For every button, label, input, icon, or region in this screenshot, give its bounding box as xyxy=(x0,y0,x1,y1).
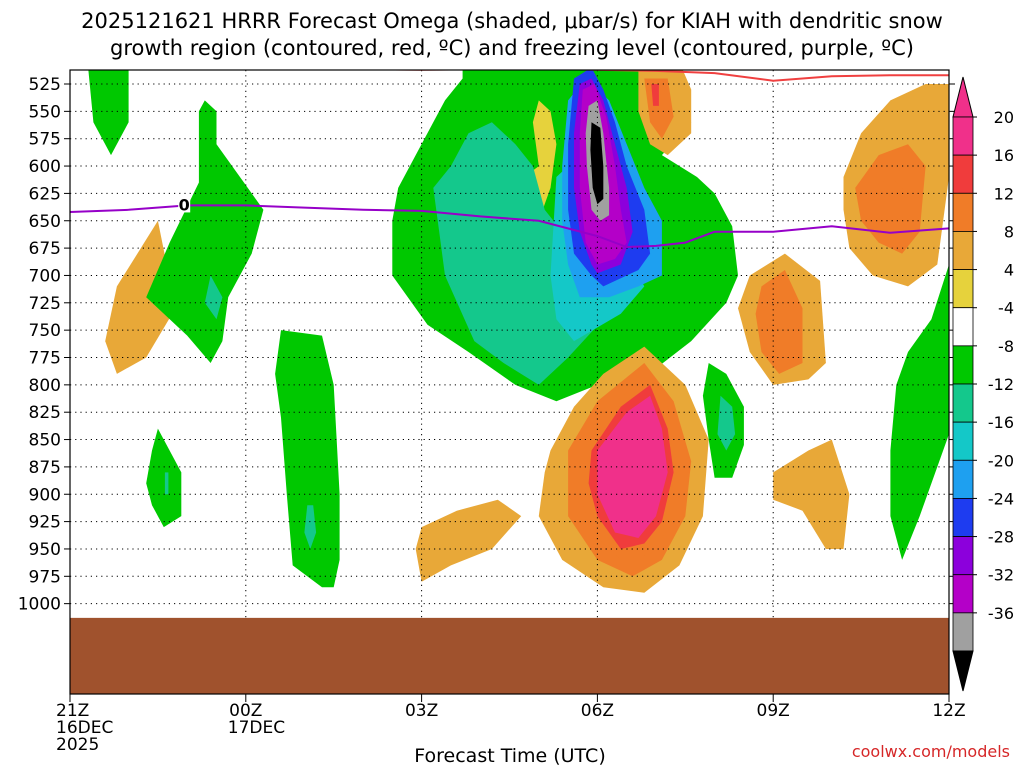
colorbar-bin-2 xyxy=(952,192,974,232)
colorbar-bin-3 xyxy=(952,231,974,270)
colorbar-label-1: 16 xyxy=(994,146,1014,165)
colorbar-bin-12 xyxy=(952,574,974,614)
y-tick-label-850: 850 xyxy=(29,431,61,451)
omega-region-darkorange-12z-mid xyxy=(767,291,794,363)
y-tick-label-775: 775 xyxy=(29,349,61,369)
colorbar-label-6: -8 xyxy=(998,337,1014,356)
y-tick-label-600: 600 xyxy=(29,157,61,177)
colorbar-bin-13 xyxy=(952,612,974,652)
colorbar-label-13: -36 xyxy=(988,604,1014,623)
colorbar-bin-1 xyxy=(952,154,974,194)
x-tick-label-0-2: 2025 xyxy=(56,735,99,755)
freezing-level-contour xyxy=(70,204,949,249)
omega-shading xyxy=(88,70,949,593)
y-tick-label-550: 550 xyxy=(29,102,61,122)
plot-frame xyxy=(69,69,950,695)
grid-lines xyxy=(70,70,949,694)
y-tick-label-750: 750 xyxy=(29,321,61,341)
colorbar-bin-7 xyxy=(952,383,974,423)
colorbar-bin-11 xyxy=(952,536,974,576)
omega-region-yellow-early-left xyxy=(105,220,176,374)
y-tick-label-800: 800 xyxy=(29,376,61,396)
omega-region-green-15z xyxy=(890,264,949,560)
omega-region-orange-top-10z xyxy=(644,78,674,139)
y-tick-label-650: 650 xyxy=(29,212,61,232)
colorbar-bin-9 xyxy=(952,459,974,499)
colorbar-label-5: -4 xyxy=(998,299,1014,318)
omega-region-teal-02z-column xyxy=(204,275,223,320)
omega-region-yellow-12z-bottom xyxy=(773,439,850,549)
omega-region-teal-early-bottom xyxy=(164,472,169,495)
y-tick-label-525: 525 xyxy=(29,75,61,95)
y-axis: 525 550 575 600 625 650 675 700 725 750 775 800 825 8… xyxy=(18,75,955,615)
chart-title-line-1: 2025121621 HRRR Forecast Omega (shaded, … xyxy=(81,9,943,33)
omega-region-darkorange-14z xyxy=(872,177,908,238)
y-tick-label-575: 575 xyxy=(29,130,61,150)
x-tick-label-1-1: 17DEC xyxy=(228,718,285,738)
x-axis: 21Z16DEC202500Z17DEC03Z06Z09Z12Z15Z xyxy=(56,694,966,755)
colorbar-bin-8 xyxy=(952,421,974,461)
omega-region-red-top-10z xyxy=(651,84,659,106)
plot-area xyxy=(70,70,949,694)
y-tick-label-925: 925 xyxy=(29,513,61,533)
y-tick-label-625: 625 xyxy=(29,184,61,204)
contour-lines xyxy=(70,70,949,249)
x-tick-label-0-0: 21Z xyxy=(56,701,89,721)
colorbar-bin-4 xyxy=(952,269,974,309)
omega-region-black-main xyxy=(590,122,604,205)
terrain-surface xyxy=(70,617,949,694)
omega-region-teal-11z xyxy=(717,395,736,451)
colorbar-label-11: -28 xyxy=(988,528,1014,547)
dgz-top-contour xyxy=(336,70,949,82)
colorbar-bin-0 xyxy=(952,116,974,156)
colorbar-label-0: 20 xyxy=(994,108,1014,127)
y-tick-label-725: 725 xyxy=(29,294,61,314)
freezing-level-contour-label: 0 xyxy=(178,195,191,214)
y-tick-label-700: 700 xyxy=(29,266,61,286)
colorbar-label-8: -16 xyxy=(988,413,1014,432)
omega-region-green-early-bottom xyxy=(146,428,182,528)
y-tick-label-675: 675 xyxy=(29,239,61,259)
colorbar-label-3: 8 xyxy=(1004,222,1014,241)
colorbar-label-4: 4 xyxy=(1004,261,1014,280)
omega-region-green-02z-column xyxy=(146,100,264,364)
freezing-level-label-text: 0 xyxy=(179,195,190,214)
colorbar: 20 16 12 8 4 -4 -8 -12 -16 -20 -24 -28 -32 -36 xyxy=(952,76,1014,692)
colorbar-label-12: -32 xyxy=(988,566,1014,585)
chart-title-line-2: growth region (contoured, red, ºC) and f… xyxy=(110,36,914,60)
colorbar-label-2: 12 xyxy=(994,184,1014,203)
x-tick-label-3-0: 06Z xyxy=(581,701,614,721)
colorbar-max-triangle xyxy=(952,76,974,118)
colorbar-bin-6 xyxy=(952,345,974,385)
x-tick-label-4-0: 09Z xyxy=(757,701,790,721)
credit-text: coolwx.com/models xyxy=(852,742,1010,761)
omega-region-green-early-top xyxy=(88,70,129,156)
colorbar-bin-5 xyxy=(952,307,974,347)
x-tick-label-0-1: 16DEC xyxy=(56,718,113,738)
x-axis-title: Forecast Time (UTC) xyxy=(414,745,605,767)
omega-region-yellow-06z-bottom xyxy=(415,499,522,582)
x-tick-label-1-0: 00Z xyxy=(229,701,262,721)
colorbar-label-9: -20 xyxy=(988,451,1014,470)
omega-region-teal-04z-column xyxy=(304,505,317,549)
colorbar-label-7: -12 xyxy=(988,375,1014,394)
x-tick-label-5-0: 12Z xyxy=(932,701,965,721)
x-tick-label-2-0: 03Z xyxy=(405,701,438,721)
y-tick-label-875: 875 xyxy=(29,458,61,478)
y-tick-label-900: 900 xyxy=(29,485,61,505)
y-tick-label-950: 950 xyxy=(29,540,61,560)
y-tick-label-1000: 1000 xyxy=(18,595,61,615)
y-tick-label-975: 975 xyxy=(29,567,61,587)
omega-region-green-04z-column xyxy=(275,330,340,588)
y-tick-label-825: 825 xyxy=(29,403,61,423)
colorbar-bin-10 xyxy=(952,498,974,537)
colorbar-label-10: -24 xyxy=(988,489,1014,508)
colorbar-min-triangle xyxy=(952,650,974,692)
